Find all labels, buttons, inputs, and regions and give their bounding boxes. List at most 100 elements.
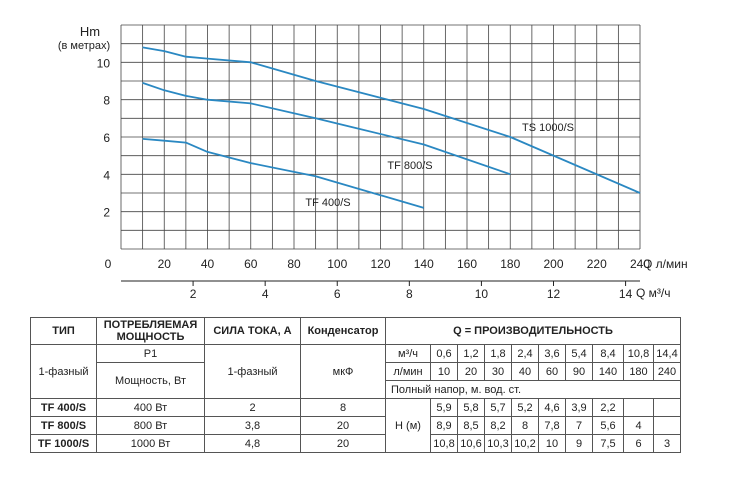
x-tick-lmin-label: 20 — [158, 257, 172, 271]
chart-grid — [120, 24, 641, 250]
head-value-cell: 5,2 — [511, 398, 539, 417]
x-tick-lmin-label: 120 — [370, 257, 390, 271]
head-value-cell: 4,6 — [538, 398, 566, 417]
chart-series: TS 1000/S TF 800/S TF 400/S — [142, 46, 641, 209]
head-value-cell: 6 — [623, 434, 654, 453]
x-tick-lmin-label: 240 — [630, 257, 650, 271]
header-capacitor: Конденсатор — [300, 317, 386, 345]
x-axis-m3h-label: Q м³/ч — [636, 286, 671, 300]
flow-lmin-cell: 10 — [430, 362, 458, 381]
head-value-cell: 5,8 — [457, 398, 485, 417]
header-type: ТИП — [30, 317, 97, 345]
x-tick-lmin-label: 40 — [201, 257, 215, 271]
header-power: ПОТРЕБЛЯЕМАЯ МОЩНОСТЬ — [96, 317, 205, 345]
y-axis-ticks: 2 4 6 8 10 — [97, 56, 111, 219]
table-row-model: TF 800/S 800 Вт 3,8 20 8,9 8,5 8,2 8 7,8 7 5,6… — [30, 416, 681, 435]
flow-lmin-cell: 20 — [457, 362, 485, 381]
flow-lmin-cell: 240 — [653, 362, 681, 381]
model-cell: TF 400/S — [30, 398, 97, 417]
head-value-cell: 10,3 — [484, 434, 512, 453]
table-header-row: ТИП ПОТРЕБЛЯЕМАЯ МОЩНОСТЬ СИЛА ТОКА, А К… — [30, 317, 681, 345]
flow-m3h-cell: 5,4 — [565, 344, 593, 363]
series-label: TS 1000/S — [522, 122, 574, 134]
phase-cell: 1-фазный — [30, 344, 97, 399]
header-flow: Q = ПРОИЗВОДИТЕЛЬНОСТЬ — [385, 317, 681, 345]
series-line — [142, 46, 641, 194]
y-axis-title: Hm — [80, 24, 100, 39]
head-value-cell: 4 — [623, 416, 654, 435]
spec-table: ТИП ПОТРЕБЛЯЕМАЯ МОЩНОСТЬ СИЛА ТОКА, А К… — [30, 317, 681, 453]
x-tick-lmin-label: 220 — [587, 257, 607, 271]
head-value-cell — [653, 416, 681, 435]
power-cell: 400 Вт — [96, 398, 205, 417]
flow-lmin-cell: 90 — [565, 362, 593, 381]
capacitor-cell: 20 — [300, 434, 386, 453]
series-label: TF 800/S — [387, 160, 432, 172]
head-value-cell: 5,9 — [430, 398, 458, 417]
head-value-cell: 10,8 — [430, 434, 458, 453]
series-line — [142, 82, 511, 176]
flow-lmin-cell: 60 — [538, 362, 566, 381]
capacitor-cell: 8 — [300, 398, 386, 417]
x-tick-lmin-label: 160 — [457, 257, 477, 271]
x-tick-m3h-label: 14 — [619, 287, 633, 301]
x-tick-lmin-label: 140 — [414, 257, 434, 271]
head-value-cell: 3 — [653, 434, 681, 453]
x-tick-lmin-label: 60 — [244, 257, 258, 271]
current-cell: 2 — [204, 398, 301, 417]
y-tick-label: 8 — [103, 94, 110, 108]
flow-lmin-cell: 140 — [592, 362, 624, 381]
x-tick-m3h-label: 4 — [262, 287, 269, 301]
header-current: СИЛА ТОКА, А — [204, 317, 301, 345]
head-value-cell: 8,9 — [430, 416, 458, 435]
model-cell: TF 1000/S — [30, 434, 97, 453]
x-tick-m3h-label: 6 — [334, 287, 341, 301]
y-tick-label: 4 — [103, 168, 110, 182]
y-tick-label: 10 — [97, 56, 111, 70]
series-line — [142, 138, 425, 209]
x-tick-m3h-label: 2 — [190, 287, 197, 301]
head-value-cell — [653, 398, 681, 417]
current-phase-cell: 1-фазный — [204, 344, 301, 399]
head-value-cell: 8,5 — [457, 416, 485, 435]
x-tick-m3h-label: 10 — [475, 287, 489, 301]
head-value-cell: 10,6 — [457, 434, 485, 453]
head-value-cell: 5,7 — [484, 398, 512, 417]
flow-lmin-cell: 40 — [511, 362, 539, 381]
head-value-cell: 2,2 — [592, 398, 624, 417]
model-cell: TF 800/S — [30, 416, 97, 435]
flow-m3h-cell: 1,2 — [457, 344, 485, 363]
y-tick-label: 6 — [103, 131, 110, 145]
x-tick-lmin-label: 200 — [543, 257, 563, 271]
power-cell: 1000 Вт — [96, 434, 205, 453]
table-row-model: TF 1000/S 1000 Вт 4,8 20 10,8 10,6 10,3 10,… — [30, 434, 681, 453]
y-tick-label: 2 — [103, 206, 110, 220]
flow-m3h-cell: 0,6 — [430, 344, 458, 363]
head-value-cell: 7,8 — [538, 416, 566, 435]
head-value-cell: 5,6 — [592, 416, 624, 435]
flow-m3h-cell: 2,4 — [511, 344, 539, 363]
flow-m3h-cell: 10,8 — [623, 344, 654, 363]
flow-lmin-cell: 30 — [484, 362, 512, 381]
x-axis-lmin-ticks: 0 20 40 60 80 100 120 140 160 180 200 220 240 — [105, 257, 651, 271]
flow-m3h-cell: 8,4 — [592, 344, 624, 363]
x-axis-m3h-ticks: 2 4 6 8 10 12 14 — [121, 280, 640, 301]
flow-m3h-cell: 1,8 — [484, 344, 512, 363]
x-tick-lmin-label: 180 — [500, 257, 520, 271]
table-row-model: TF 400/S 400 Вт 2 8 H (м) 5,9 5,8 5,7 5,2 4,… — [30, 398, 681, 453]
head-value-cell: 8,2 — [484, 416, 512, 435]
head-value-cell: 7 — [565, 416, 593, 435]
head-value-cell: 10,2 — [511, 434, 539, 453]
series-label: TF 400/S — [305, 197, 350, 209]
head-value-cell: 3,9 — [565, 398, 593, 417]
unit-m3h-cell: м³/ч — [385, 344, 431, 363]
unit-lmin-cell: л/мин — [385, 362, 431, 381]
x-tick-lmin-label: 80 — [287, 257, 301, 271]
power-unit-cell: Мощность, Вт — [96, 362, 205, 399]
x-tick-lmin-label: 100 — [327, 257, 347, 271]
head-value-cell: 9 — [565, 434, 593, 453]
capacitor-cell: 20 — [300, 416, 386, 435]
current-cell: 4,8 — [204, 434, 301, 453]
flow-m3h-cell: 14,4 — [653, 344, 681, 363]
